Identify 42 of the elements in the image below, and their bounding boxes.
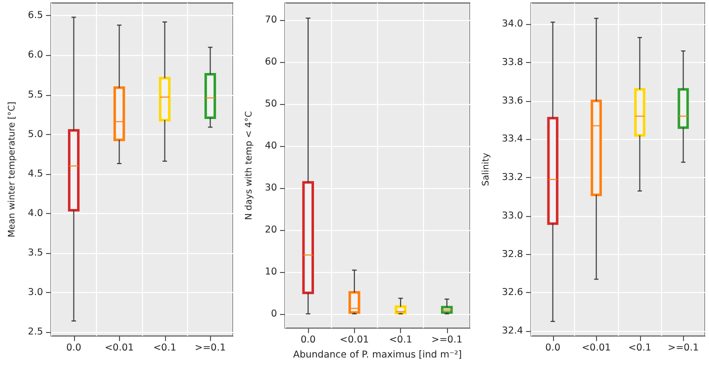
y-tick-label: 40 [264,140,277,152]
y-axis-title: N days with temp < 4°C [244,111,254,220]
x-tick-label: <0.01 [104,342,134,354]
y-tick-label: 33.6 [502,95,524,106]
x-tick-label: <0.01 [582,342,611,354]
y-tick-label: 6.5 [28,10,44,22]
x-tick-label: >=0.1 [194,342,226,354]
y-tick-label: 33.2 [502,172,524,184]
y-tick-label: 70 [264,14,277,26]
y-tick-label: 3.0 [28,286,44,298]
y-tick-label: 4.5 [28,168,44,180]
y-tick-label: 34.0 [502,18,524,30]
x-tick-label: 0.0 [66,342,82,354]
y-tick-label: 3.5 [28,247,44,258]
y-tick-label: 32.6 [502,287,524,298]
y-tick-label: 10 [264,266,277,278]
x-tick-label: <0.1 [389,334,412,346]
y-tick-label: 33.8 [502,56,524,68]
x-tick-label: <0.1 [628,342,652,354]
x-tick-label: 0.0 [545,342,560,354]
y-axis-title: Salinity [482,152,492,186]
y-tick-label: 33.0 [502,210,524,222]
y-tick-label: 32.4 [502,326,524,337]
x-tick-label: <0.01 [340,334,369,346]
x-tick-label: 0.0 [300,334,316,346]
y-tick-label: 33.4 [502,134,524,145]
y-tick-label: 30 [264,182,277,194]
y-tick-label: 50 [264,98,277,110]
y-tick-label: 6.0 [28,50,44,61]
y-tick-label: 2.5 [28,326,44,338]
y-tick-label: 60 [264,56,277,68]
x-tick-label: <0.1 [153,342,176,354]
y-tick-label: 4.0 [28,208,44,219]
x-tick-label: >=0.1 [431,334,462,346]
y-tick-label: 5.5 [28,89,44,100]
x-tick-label: >=0.1 [668,342,699,354]
x-axis-title: Abundance of P. maximus [ind m⁻²] [293,350,462,360]
y-axis-title: Mean winter temperature [°C] [8,102,18,238]
y-tick-label: 20 [264,224,277,236]
y-tick-label: 5.0 [28,128,44,140]
y-tick-label: 32.8 [502,248,524,260]
y-tick-label: 0 [270,308,277,320]
